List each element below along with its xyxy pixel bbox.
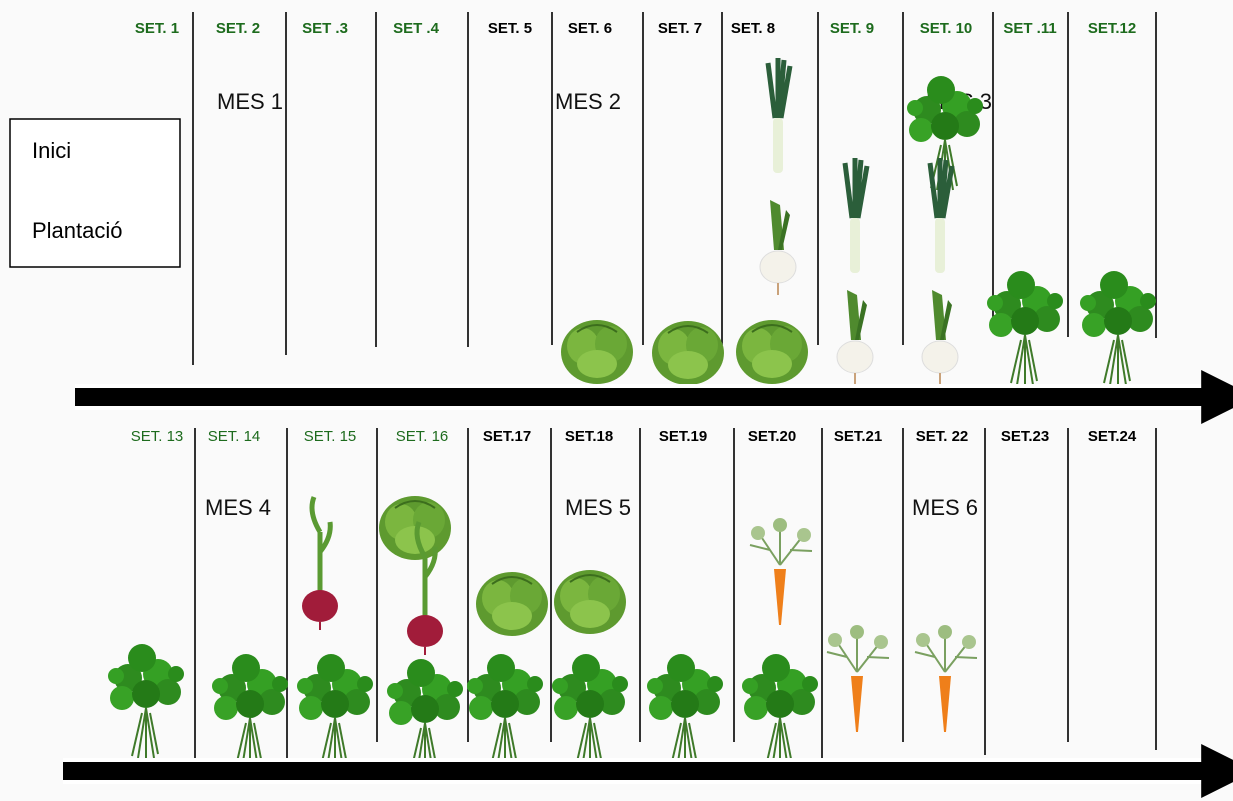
- vegetable-lettuce: [652, 321, 724, 385]
- week-label: SET .4: [393, 20, 440, 37]
- month-label: MES 6: [912, 495, 978, 520]
- vegetable-lettuce: [476, 572, 548, 636]
- vegetable-parsley: [387, 659, 463, 775]
- week-label: SET. 2: [216, 20, 260, 37]
- vegetable-parsley: [297, 654, 373, 770]
- week-label: SET.24: [1088, 428, 1137, 445]
- vegetable-carrot: [750, 518, 812, 625]
- week-label: SET.20: [748, 428, 796, 445]
- week-label: SET. 10: [920, 20, 973, 37]
- vegetable-carrot: [827, 625, 889, 732]
- vegetable-carrot: [915, 625, 977, 732]
- week-label: SET. 6: [568, 20, 612, 37]
- week-label: SET .11: [1003, 20, 1056, 37]
- week-label: SET. 8: [731, 20, 775, 37]
- week-label: SET. 14: [208, 428, 261, 445]
- week-label: SET.19: [659, 428, 707, 445]
- vegetable-parsley: [212, 654, 288, 770]
- week-label: SET.17: [483, 428, 531, 445]
- vegetable-lettuce: [561, 320, 633, 384]
- vegetable-parsley: [108, 644, 184, 760]
- week-label: SET. 1: [135, 20, 179, 37]
- week-label: SET.18: [565, 428, 613, 445]
- box-text: Plantació: [32, 218, 123, 243]
- week-label: SET.12: [1088, 20, 1136, 37]
- week-label: SET .3: [302, 20, 348, 37]
- vegetable-radish: [302, 497, 338, 630]
- vegetable-leek: [845, 158, 867, 273]
- vegetable-leek: [930, 158, 952, 273]
- start-box: Inici Plantació: [10, 119, 180, 267]
- month-label: MES 5: [565, 495, 631, 520]
- month-label: MES 4: [205, 495, 271, 520]
- vegetable-turnip: [837, 290, 873, 385]
- week-label: SET. 9: [830, 20, 874, 37]
- week-label: SET. 16: [396, 428, 449, 445]
- timeline: Inici Plantació SET. 1 SET. 2 SET .3 SET .4…: [0, 0, 1233, 801]
- week-label: SET.21: [834, 428, 882, 445]
- week-label: SET. 7: [658, 20, 702, 37]
- week-label: SET.23: [1001, 428, 1049, 445]
- vegetable-turnip: [922, 290, 958, 385]
- week-label: SET. 13: [131, 428, 184, 445]
- week-label: SET. 15: [304, 428, 357, 445]
- week-label: SET. 5: [488, 20, 532, 37]
- vegetable-parsley: [647, 654, 723, 770]
- vegetable-parsley: [552, 654, 628, 770]
- week-label: SET. 22: [916, 428, 969, 445]
- vegetable-leek: [768, 58, 790, 173]
- month-label: MES 1: [217, 89, 283, 114]
- vegetable-lettuce: [554, 570, 626, 634]
- vegetable-parsley: [742, 654, 818, 770]
- vegetable-lettuce: [736, 320, 808, 384]
- vegetable-parsley: [987, 271, 1063, 387]
- box-text: Inici: [32, 138, 71, 163]
- vegetable-turnip: [760, 200, 796, 295]
- month-label: MES 2: [555, 89, 621, 114]
- vegetable-parsley: [467, 654, 543, 770]
- vegetable-parsley: [1080, 271, 1156, 387]
